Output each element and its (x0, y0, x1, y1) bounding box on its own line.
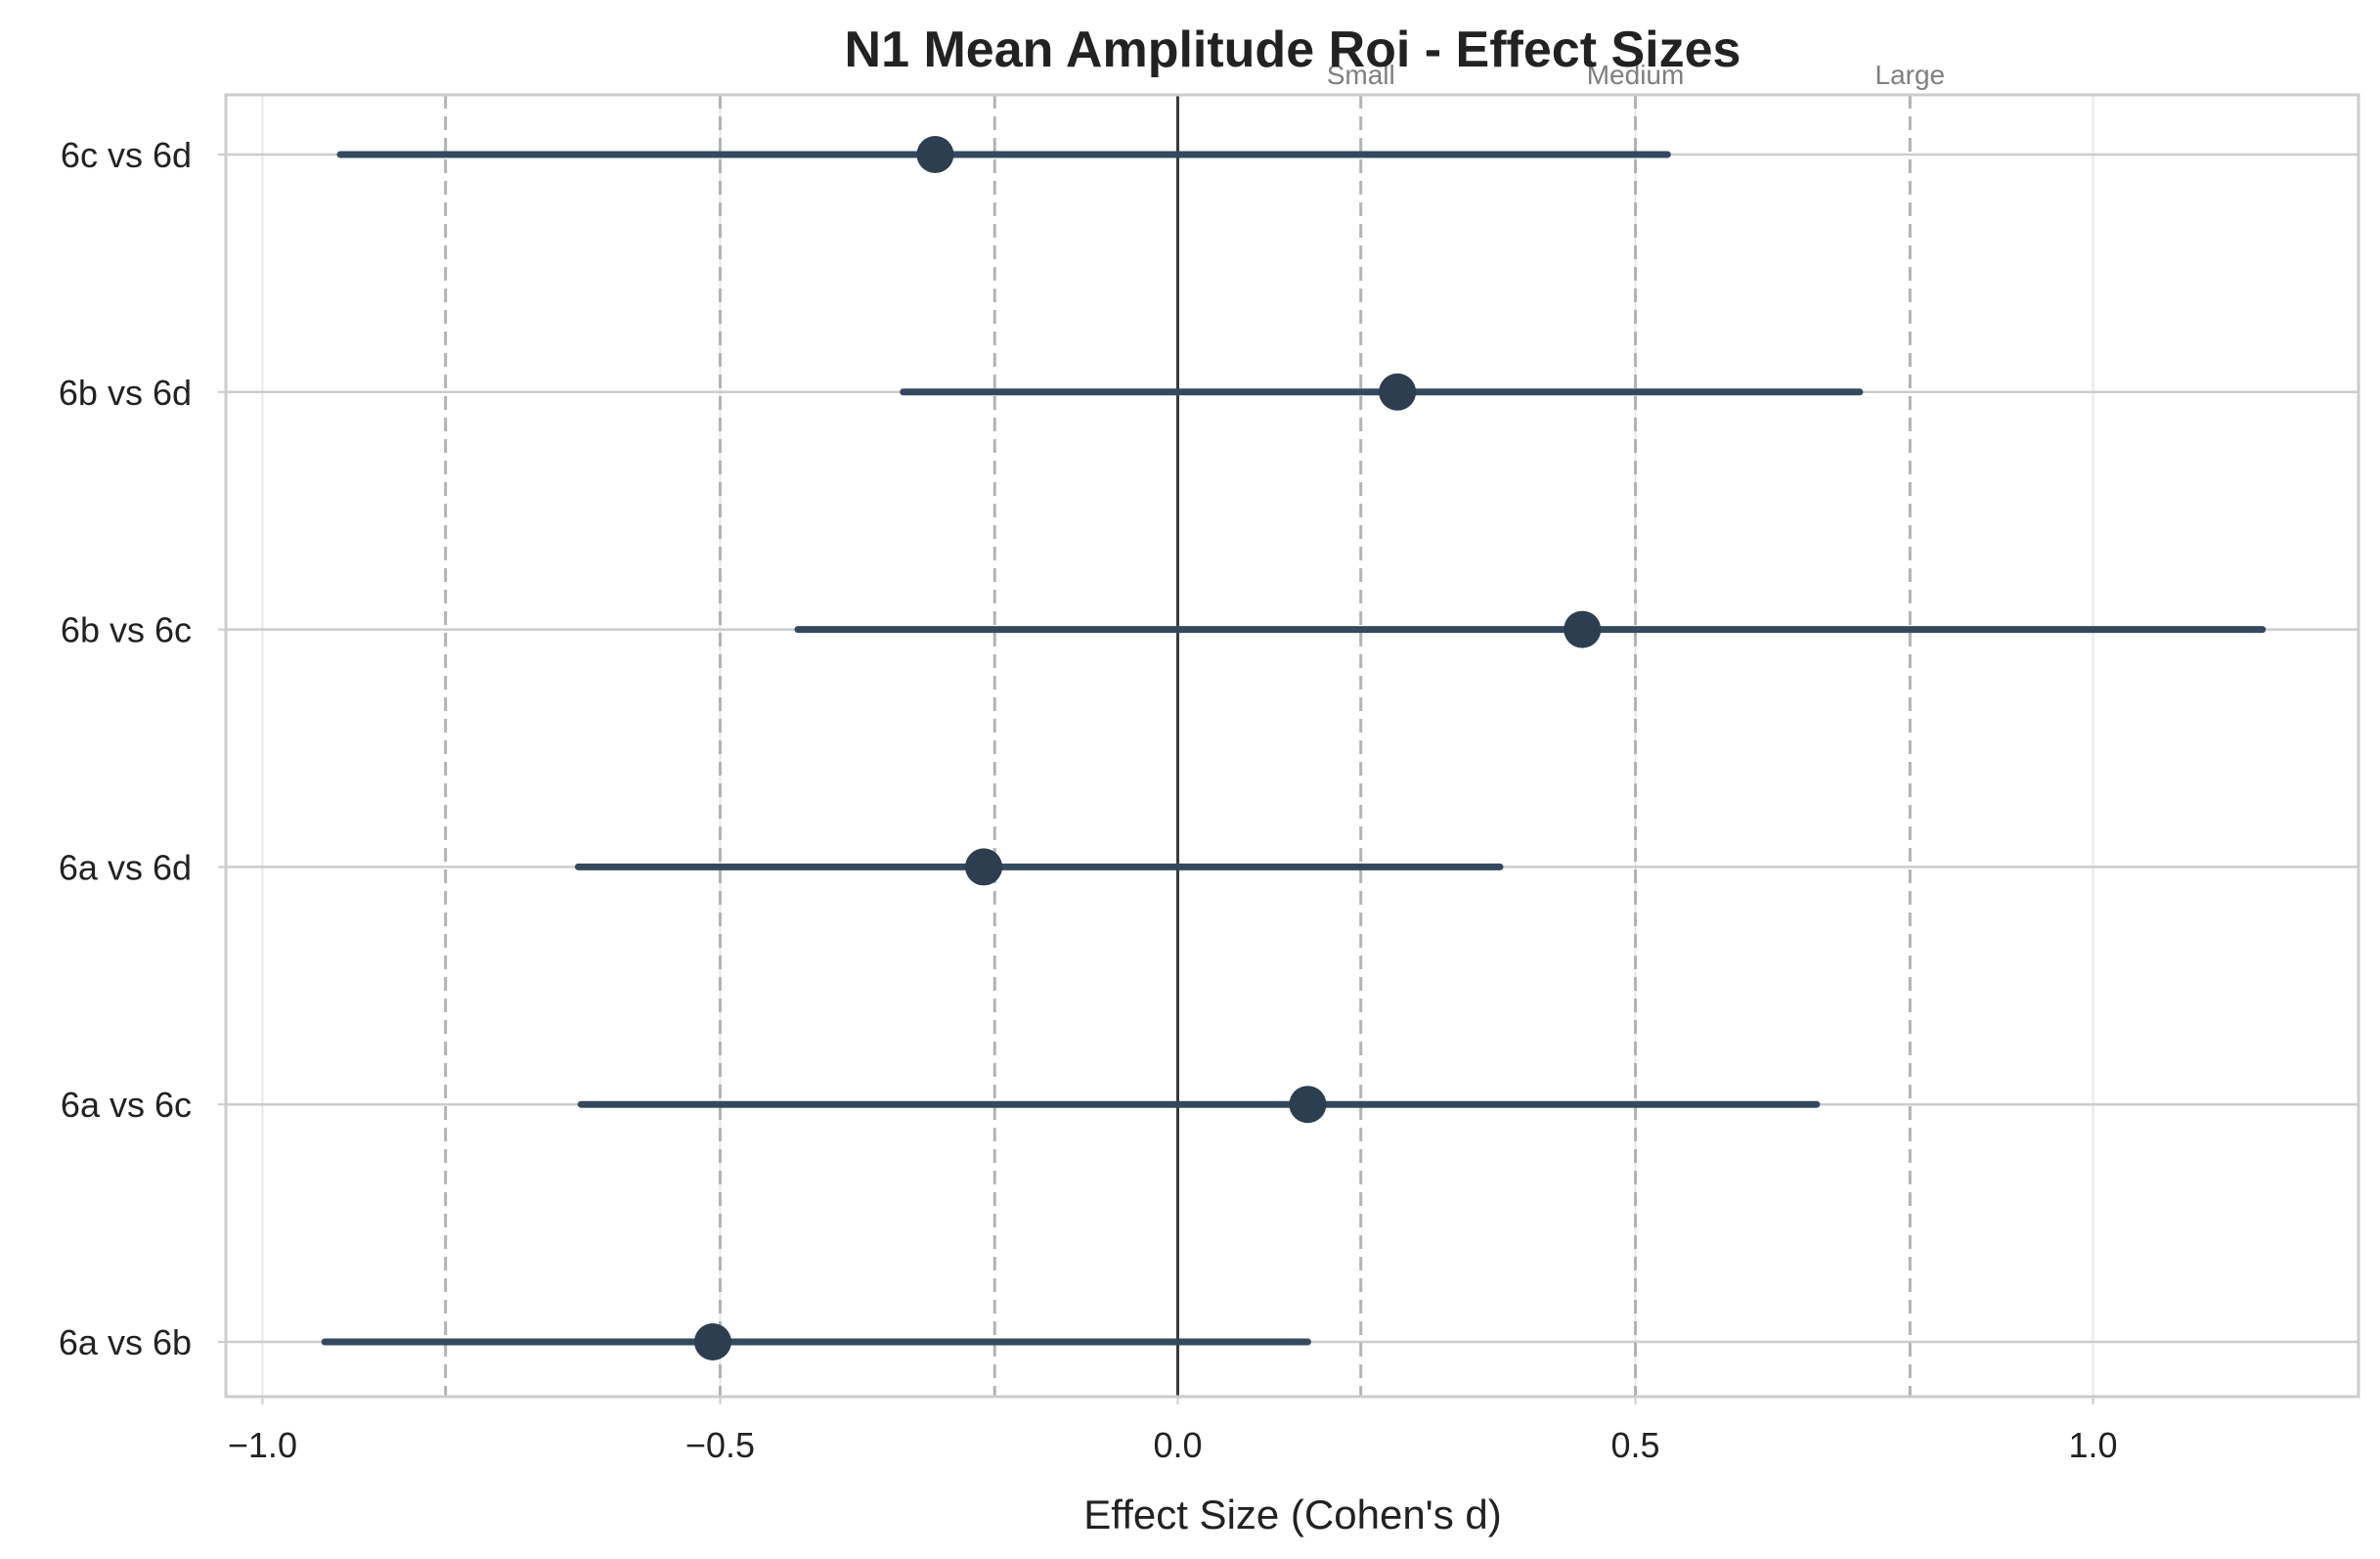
effect-series (321, 136, 2267, 1360)
grid-layer (226, 95, 2358, 1397)
chart-title: N1 Mean Amplitude Roi - Effect Sizes (845, 22, 1741, 78)
y-tick-label-0: 6c vs 6d (61, 135, 192, 175)
x-tick-label-4: 1.0 (2069, 1425, 2118, 1465)
reference-label-small: Small (1327, 60, 1395, 90)
point-estimate-2 (1564, 610, 1602, 648)
point-estimate-0 (916, 136, 954, 173)
plot-frame (224, 93, 2360, 1399)
y-tick-label-2: 6b vs 6c (61, 610, 192, 650)
x-axis-label: Effect Size (Cohen's d) (1083, 1492, 1501, 1537)
x-tick-labels: −1.0 −0.5 0.0 0.5 1.0 (228, 1397, 2118, 1465)
reference-label-medium: Medium (1587, 60, 1685, 90)
x-tick-label-2: 0.0 (1153, 1425, 1202, 1465)
point-estimate-4 (1289, 1086, 1327, 1124)
reference-label-large: Large (1875, 60, 1946, 90)
reference-labels: Small Medium Large (1327, 60, 1945, 90)
y-tick-label-5: 6a vs 6b (59, 1322, 192, 1362)
y-tick-label-4: 6a vs 6c (61, 1085, 192, 1125)
reference-lines (444, 95, 1912, 1397)
x-tick-label-1: −0.5 (685, 1425, 755, 1465)
x-tick-label-0: −1.0 (228, 1425, 297, 1465)
y-tick-label-1: 6b vs 6d (59, 373, 192, 413)
y-tick-labels: 6c vs 6d 6b vs 6d 6b vs 6c 6a vs 6d 6a vs 6c… (59, 135, 226, 1362)
x-tick-label-3: 0.5 (1610, 1425, 1659, 1465)
point-estimate-3 (965, 848, 1003, 886)
y-tick-label-3: 6a vs 6d (59, 847, 192, 887)
point-estimate-5 (693, 1323, 731, 1360)
point-estimate-1 (1379, 373, 1417, 411)
